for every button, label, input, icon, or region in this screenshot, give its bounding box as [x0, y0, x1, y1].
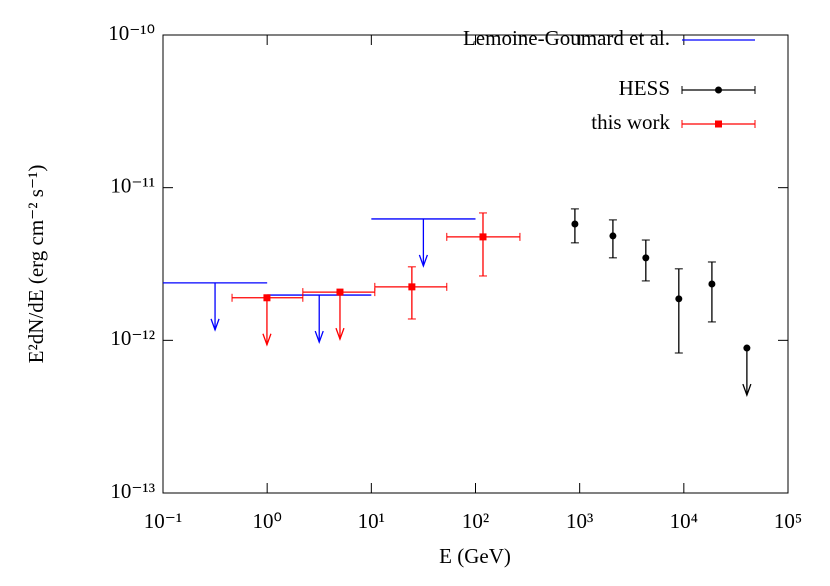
legend-label: HESS: [619, 76, 670, 100]
legend-label: Lemoine-Goumard et al.: [463, 26, 670, 50]
x-tick-label: 10⁴: [670, 509, 698, 533]
x-tick-label: 10⁰: [252, 509, 281, 533]
y-tick-label: 10⁻¹³: [110, 479, 155, 503]
x-tick-label: 10³: [566, 509, 593, 533]
legend-marker: [715, 86, 722, 94]
point: [743, 344, 751, 352]
upper-limit-arrowhead: [742, 383, 752, 397]
point: [479, 233, 487, 241]
point: [263, 294, 271, 302]
y-axis-label: E²dN/dE (erg cm⁻² s⁻¹): [24, 165, 48, 364]
upper-limit-arrowhead: [262, 333, 272, 347]
legend-marker: [715, 120, 722, 128]
legend-label: this work: [591, 110, 670, 134]
point: [642, 254, 650, 262]
point: [571, 220, 579, 228]
series: [231, 212, 521, 347]
x-tick-label: 10⁵: [774, 509, 802, 533]
point: [708, 280, 716, 288]
x-axis-label: E (GeV): [439, 544, 511, 568]
plot-frame: [162, 34, 789, 494]
y-tick-label: 10⁻¹²: [110, 326, 155, 350]
y-tick-label: 10⁻¹¹: [110, 173, 155, 197]
series: [570, 208, 752, 397]
point: [336, 288, 344, 296]
upper-limit-arrowhead: [418, 254, 428, 268]
point: [609, 232, 617, 240]
x-tick-label: 10⁻¹: [144, 509, 182, 533]
x-tick-label: 10²: [462, 509, 489, 533]
series: [163, 218, 476, 344]
point: [675, 295, 683, 303]
upper-limit-arrowhead: [335, 327, 345, 341]
upper-limit-arrowhead: [314, 330, 324, 344]
upper-limit-arrowhead: [210, 318, 220, 332]
x-tick-label: 10¹: [358, 509, 385, 533]
y-tick-label: 10⁻¹⁰: [108, 21, 155, 45]
point: [408, 283, 416, 291]
